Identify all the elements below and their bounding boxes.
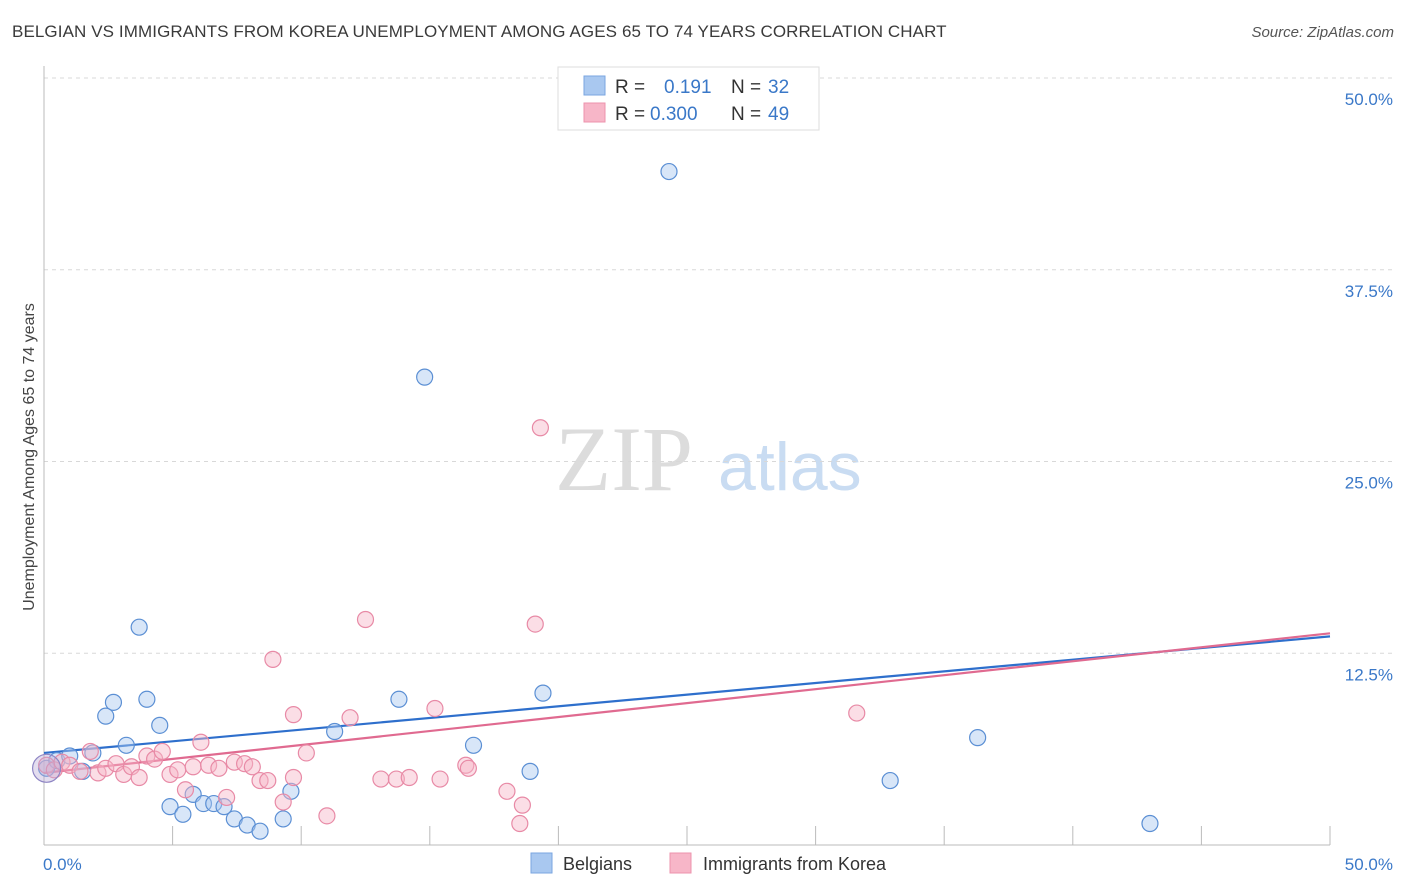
legend-n-korea: 49 (768, 104, 789, 125)
point-korea (243, 758, 261, 776)
point-belgian (161, 798, 179, 816)
point-korea (341, 709, 359, 727)
bottom-swatch-korea (669, 852, 692, 874)
y-tick-label: 12.5% (1345, 665, 1393, 684)
point-korea (218, 788, 236, 807)
point-belgian (326, 722, 344, 741)
point-korea (531, 419, 549, 437)
point-korea (169, 761, 187, 779)
point-korea (61, 756, 79, 774)
legend-n-label: N = (731, 77, 761, 98)
point-korea (431, 770, 449, 788)
point-korea (200, 756, 218, 774)
data-points (31, 162, 1159, 840)
bottom-legend-belgians: Belgians (563, 854, 632, 874)
point-belgian (464, 736, 483, 754)
y-axis-title: Unemployment Among Ages 65 to 74 years (21, 303, 38, 611)
point-belgian (104, 693, 123, 711)
legend-r-label: R = (615, 77, 645, 98)
point-belgian (881, 771, 899, 790)
y-tick-label: 50.0% (1345, 90, 1393, 109)
point-korea (498, 782, 516, 800)
point-korea (184, 758, 202, 776)
gridlines (44, 77, 1392, 654)
series-legend: Belgians Immigrants from Korea (530, 852, 887, 874)
chart-title: BELGIAN VS IMMIGRANTS FROM KOREA UNEMPLO… (12, 22, 947, 41)
point-korea (274, 793, 292, 811)
point-belgian (117, 736, 135, 754)
watermark-zip: ZIP (555, 408, 693, 510)
point-korea (318, 807, 336, 825)
point-korea (210, 759, 228, 777)
point-belgian (130, 618, 148, 636)
point-korea (372, 770, 390, 788)
point-korea (848, 704, 866, 722)
point-belgian (390, 690, 408, 708)
point-belgian (97, 707, 115, 725)
point-korea (264, 650, 282, 668)
y-tick-label: 25.0% (1345, 474, 1393, 493)
point-belgian (1141, 814, 1159, 833)
point-korea (130, 768, 148, 787)
point-korea (176, 781, 195, 799)
point-belgian (416, 368, 434, 386)
bottom-legend-korea: Immigrants from Korea (703, 854, 887, 874)
point-korea (71, 762, 89, 780)
x-tick-max: 50.0% (1345, 855, 1393, 874)
x-tick-min: 0.0% (43, 855, 82, 874)
bottom-swatch-belgians (530, 852, 553, 874)
point-korea (400, 768, 418, 787)
y-tick-label: 37.5% (1345, 282, 1393, 301)
point-korea (297, 744, 315, 762)
source-label: Source: ZipAtlas.com (1251, 24, 1394, 41)
point-korea (526, 615, 544, 633)
trend-extension-korea (1072, 632, 1331, 662)
point-belgian (534, 684, 552, 702)
stats-legend: R = 0.191 N = 32 R = 0.300 N = 49 (557, 66, 820, 131)
point-belgian (151, 716, 169, 734)
legend-r-belgians: 0.191 (664, 77, 712, 98)
point-korea (153, 742, 171, 761)
point-belgian (251, 822, 269, 840)
point-korea (284, 706, 303, 724)
point-korea (457, 756, 475, 774)
point-korea (97, 759, 115, 777)
legend-n-belgians: 32 (768, 77, 789, 98)
point-korea (426, 699, 444, 718)
legend-n-label-2: N = (731, 104, 761, 125)
point-korea (284, 768, 303, 787)
point-korea (513, 796, 531, 814)
point-belgian (521, 762, 539, 780)
legend-r-korea: 0.300 (650, 104, 698, 125)
watermark-atlas: atlas (718, 429, 862, 505)
point-korea (356, 610, 375, 629)
point-belgian (969, 729, 987, 747)
point-cluster-origin (31, 753, 62, 783)
point-belgian (274, 810, 292, 828)
legend-swatch-belgians (583, 75, 606, 96)
point-belgian (660, 162, 678, 181)
point-korea (192, 733, 210, 751)
axes: 50.0% 37.5% 25.0% 12.5% (43, 66, 1393, 846)
point-korea (81, 742, 99, 761)
trend-lines (43, 632, 1331, 774)
point-belgian (138, 690, 156, 708)
point-belgian (174, 805, 192, 823)
point-korea (387, 770, 405, 788)
legend-swatch-korea (583, 102, 606, 123)
legend-r-label-2: R = (615, 104, 645, 125)
point-korea (511, 814, 529, 833)
point-korea (259, 771, 277, 790)
point-korea (459, 759, 477, 777)
